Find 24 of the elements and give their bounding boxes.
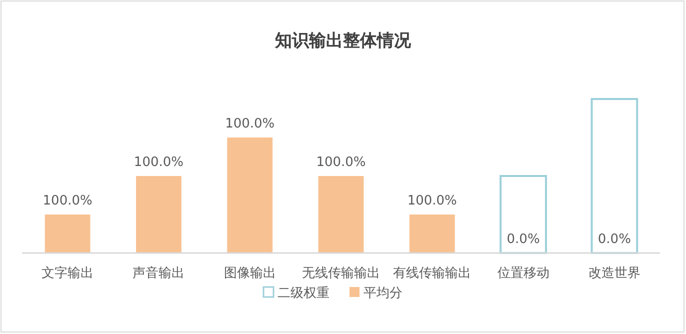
- legend-label: 平均分: [364, 286, 402, 301]
- x-tick-label: 无线传输输出: [302, 266, 380, 281]
- annotation: 100.0%: [225, 116, 275, 132]
- bar: [318, 176, 364, 253]
- annotation: 0.0%: [598, 232, 631, 247]
- annotation: 100.0%: [407, 194, 457, 208]
- bar: [500, 175, 547, 254]
- annotation: 0.0%: [506, 232, 540, 247]
- x-tick-label: 图像输出: [224, 266, 276, 281]
- bar: [409, 214, 455, 253]
- bar: [44, 214, 90, 253]
- x-tick-label: 文字输出: [42, 265, 94, 281]
- chart-title: 知识输出整体情况: [274, 31, 412, 51]
- x-tick-label: 声音输出: [132, 266, 185, 281]
- bar: [590, 98, 638, 254]
- x-tick-label: 改造世界: [588, 266, 640, 281]
- bar: [136, 176, 182, 253]
- x-tick-label: 有线传输输出: [393, 266, 472, 281]
- legend-label: 二级权重: [278, 286, 330, 301]
- annotation: 100.0%: [316, 155, 366, 170]
- annotation: 100.0%: [42, 194, 92, 208]
- x-tick-label: 位置移动: [497, 266, 550, 281]
- bar: [227, 138, 273, 253]
- annotation: 100.0%: [134, 155, 184, 170]
